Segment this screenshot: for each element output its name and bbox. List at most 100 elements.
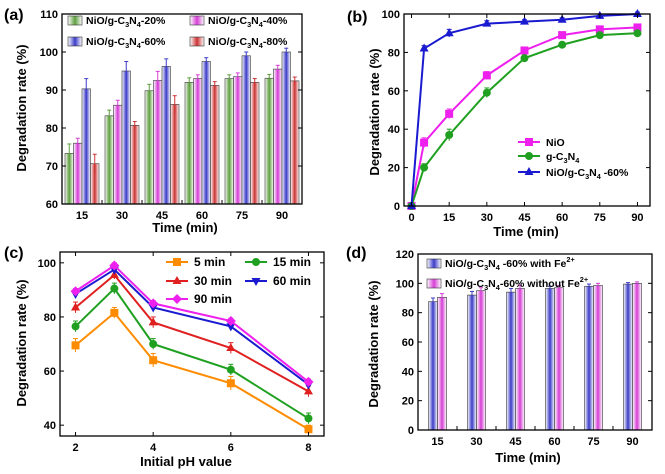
panel-a-legend-label-part: 3 [125, 20, 129, 29]
panel-b-legend-marker [525, 138, 533, 146]
panel-d-legend-label-part: NiO/g-C [445, 258, 484, 270]
panel-d-ytick-label: 0 [408, 425, 414, 437]
panel-c-frame [59, 251, 325, 437]
panel-c-point [303, 386, 313, 395]
panel-b-point [558, 40, 567, 49]
panel-b-series-line [410, 13, 638, 207]
panel-b-ytick-label: 0 [394, 201, 400, 213]
panel-d-bar [593, 285, 603, 431]
panel-a-legend-label-part: NiO/g-C [86, 15, 125, 27]
panel-b-frame [403, 13, 651, 207]
panel-c-point [225, 316, 236, 326]
panel-c-point [70, 286, 81, 297]
panel-b-plot: 0 15 30 45 60 75 90020406080100NiOg-C3N4NiO/g-… [382, 9, 651, 224]
panel-d-bar [632, 283, 642, 431]
panel-b-xtick-label: 75 [594, 212, 606, 224]
panel-b-legend-label-part: 4 [575, 156, 580, 165]
panel-label-d: (d) [346, 245, 366, 262]
panel-a-bar [153, 80, 163, 205]
panel-c-point [226, 323, 236, 332]
panel-c-point [226, 365, 235, 374]
panel-a-legend-label-part: NiO/g-C [208, 36, 247, 48]
panel-d-legend-label-part: 4 [496, 283, 501, 292]
panel-a-bar [193, 78, 203, 205]
panel-a-bar [264, 77, 274, 205]
panel-a-legend-swatch [189, 36, 205, 47]
panel-d-ytick-label: 120 [396, 249, 414, 261]
panel-b-legend-label: NiO/g-C3N4 -60% [546, 167, 629, 181]
panel-d-ytick-label: 100 [396, 278, 414, 290]
panel-a-legend-label-part: 4 [259, 41, 264, 50]
panel-a-ytick-label: 80 [46, 123, 58, 135]
panel-a-legend-swatch [67, 15, 83, 26]
panel-a-legend-label-part: -40% [263, 15, 288, 27]
panel-c-legend-marker [172, 276, 182, 284]
panel-a-bar [170, 104, 180, 205]
panel-a-bar [281, 51, 291, 205]
panel-b-point [633, 23, 642, 32]
panel-b-point [595, 31, 604, 40]
panel-b-point [420, 138, 429, 147]
panel-a-ytick-label: 60 [46, 199, 58, 211]
panel-c-xtick-label: 6 [228, 442, 234, 454]
panel-d-bar [506, 291, 516, 431]
panel-b-point [419, 43, 429, 52]
panel-c-xtick-label: 8 [305, 442, 311, 454]
panel-a-bar [250, 82, 260, 205]
panel-c-xtick-label: 2 [72, 442, 78, 454]
panel-d-ytick-label: 60 [402, 337, 414, 349]
panel-c-ytick-label: 80 [44, 312, 56, 324]
panel-c-xtick-label: 4 [150, 442, 157, 454]
panel-c-legend-marker [252, 258, 260, 266]
panel-a-legend-label-part: N [129, 15, 137, 27]
panel-c-ytick-label: 60 [44, 366, 56, 378]
panel-c-point [226, 379, 235, 388]
panel-b-point [519, 16, 529, 25]
panel-a-ytick-label: 100 [40, 47, 58, 59]
panel-b-ytick-label: 60 [388, 86, 400, 98]
panel-c-legend-marker [173, 258, 181, 266]
panel-a-legend-label-part: -60% [141, 36, 166, 48]
panel-a-legend-label-part: N [251, 36, 259, 48]
panel-a-bar [161, 66, 171, 205]
panel-c-legend-label-part: 5 min [194, 255, 225, 269]
panel-c-point [304, 425, 313, 434]
panel-a-legend-label-part: 4 [259, 20, 264, 29]
panel-b-legend-label-part: N [589, 167, 597, 179]
panel-b-ylabel: Degradation rate (%) [367, 48, 382, 175]
panel-d-ylabel: Degradation rate (%) [366, 280, 381, 407]
panel-c-point [110, 308, 119, 317]
panel-a-bar [224, 78, 234, 205]
panel-c-legend-label: 90 min [194, 292, 232, 306]
panel-a-bar [273, 68, 283, 205]
panel-a-legend-label: NiO/g-C3N4-20% [86, 15, 166, 29]
panel-a-bar [290, 80, 300, 205]
panel-b-series-line [410, 32, 638, 207]
panel-label-a: (a) [4, 7, 24, 24]
panel-d-legend-label-part: -60% with Fe [500, 258, 567, 270]
panel-d-legend-label: NiO/g-C3N4 -60% with Fe2+ [445, 255, 575, 272]
panel-label-b: (b) [347, 9, 367, 26]
panel-c-ylabel: Degradation rate (%) [14, 279, 29, 406]
panel-b-point [444, 28, 454, 37]
panel-b-point [420, 163, 429, 172]
panel-c-legend-label: 30 min [194, 274, 232, 288]
panel-d-bar [554, 287, 564, 431]
panel-b-legend-label-part: 3 [564, 156, 568, 165]
panel-a-legend-label: NiO/g-C3N4-80% [208, 36, 288, 50]
panel-b-point [558, 31, 567, 40]
panel-d-ytick-label: 20 [402, 396, 414, 408]
panel-d-bar [545, 288, 555, 431]
panel-b-legend-label-part: NiO [546, 137, 565, 149]
panel-d-xtick-label: 30 [470, 436, 482, 448]
panel-b-xtick-label: 90 [631, 212, 643, 224]
panel-a-xtick-label: 45 [156, 210, 168, 222]
panel-c-point [71, 302, 81, 311]
panel-b-legend-label: NiO [546, 137, 565, 149]
panel-c-point [110, 284, 119, 293]
panel-a-xtick-label: 60 [196, 210, 208, 222]
panel-a-bar [144, 90, 154, 205]
panel-c-point [148, 317, 158, 326]
panel-d-legend-label-part: 2+ [566, 255, 574, 264]
panel-b-point [557, 14, 567, 23]
